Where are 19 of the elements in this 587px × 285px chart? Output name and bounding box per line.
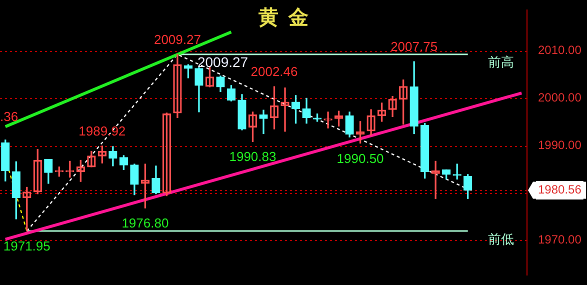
annotation: 1976.80 [122, 216, 169, 231]
annotation: 1971.95 [3, 238, 50, 254]
y-tick-label: 2010.00 [538, 43, 582, 58]
annotation: .36 [0, 108, 18, 124]
y-tick-label: 1980.56 [538, 182, 582, 197]
annotation: 2002.46 [250, 64, 298, 80]
annotation: 2009.27 [154, 32, 201, 47]
data-label: 2009.27 [197, 54, 248, 70]
annotation: 1989.92 [78, 124, 126, 139]
y-tick-label: 2000.00 [538, 90, 582, 105]
y-tick-label: 1970.00 [538, 232, 582, 247]
annotation: 1990.50 [336, 150, 384, 166]
chart-title: 黄金 [258, 4, 320, 31]
annotation: 2007.75 [390, 39, 438, 54]
annotation: 1990.83 [229, 149, 276, 164]
series-label: 前高 [488, 54, 514, 71]
y-tick-label: 1990.00 [538, 138, 582, 152]
candlestick [259, 110, 268, 134]
series-label: 前低 [488, 232, 514, 248]
